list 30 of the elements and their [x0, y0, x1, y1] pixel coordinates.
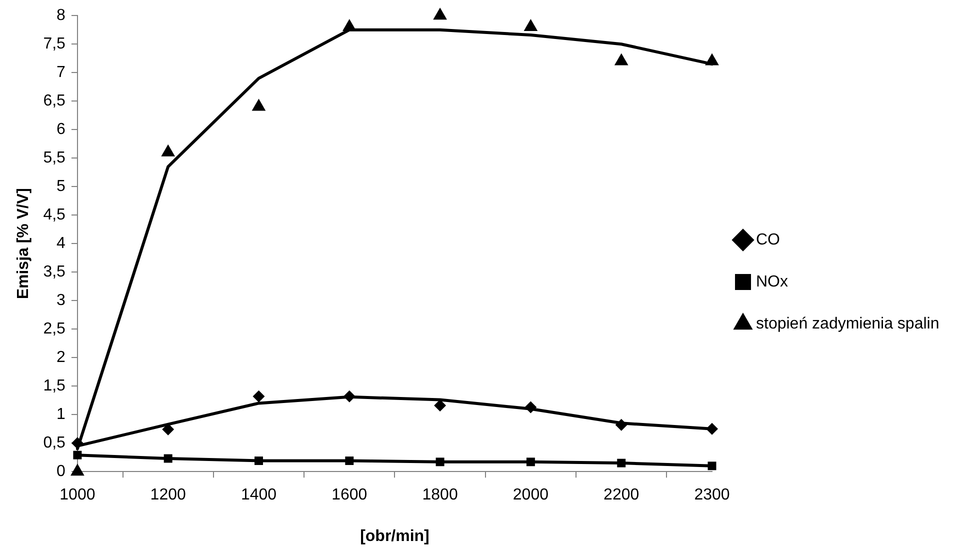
legend-label: stopień zadymienia spalin [756, 315, 940, 332]
y-tick-label: 5,5 [43, 150, 66, 167]
y-tick-label: 4,5 [43, 206, 66, 224]
x-tick-label: 1600 [332, 486, 368, 504]
y-tick-label: 5 [56, 178, 66, 196]
y-tick-label: 8 [56, 7, 66, 24]
y-axis-title: Emisja [% V/V] [15, 188, 32, 300]
y-tick-label: 7 [56, 64, 66, 82]
y-tick-label: 0 [56, 463, 66, 480]
y-tick-label: 1,5 [43, 378, 66, 395]
y-tick-label: 6,5 [43, 92, 66, 110]
y-tick-label: 2 [56, 349, 66, 366]
y-tick-label: 2,5 [43, 320, 66, 338]
x-axis-title: [obr/min] [360, 528, 430, 545]
y-tick-label: 7,5 [43, 36, 66, 53]
x-tick-label: 2200 [604, 486, 640, 504]
y-tick-label: 1 [56, 406, 66, 424]
x-tick-label: 1200 [150, 486, 186, 504]
legend-label: NOx [756, 273, 788, 290]
x-tick-label: 2000 [512, 486, 549, 504]
legend-label: CO [756, 231, 780, 248]
y-tick-label: 6 [56, 121, 66, 138]
x-tick-label: 1800 [422, 486, 458, 504]
x-tick-label: 1000 [60, 486, 96, 504]
x-tick-label: 1400 [240, 486, 277, 504]
y-tick-label: 0,5 [43, 434, 66, 452]
x-tick-label: 2300 [694, 486, 730, 504]
y-tick-label: 3,5 [43, 264, 66, 281]
y-tick-label: 3 [56, 292, 66, 310]
y-tick-label: 4 [56, 235, 66, 252]
